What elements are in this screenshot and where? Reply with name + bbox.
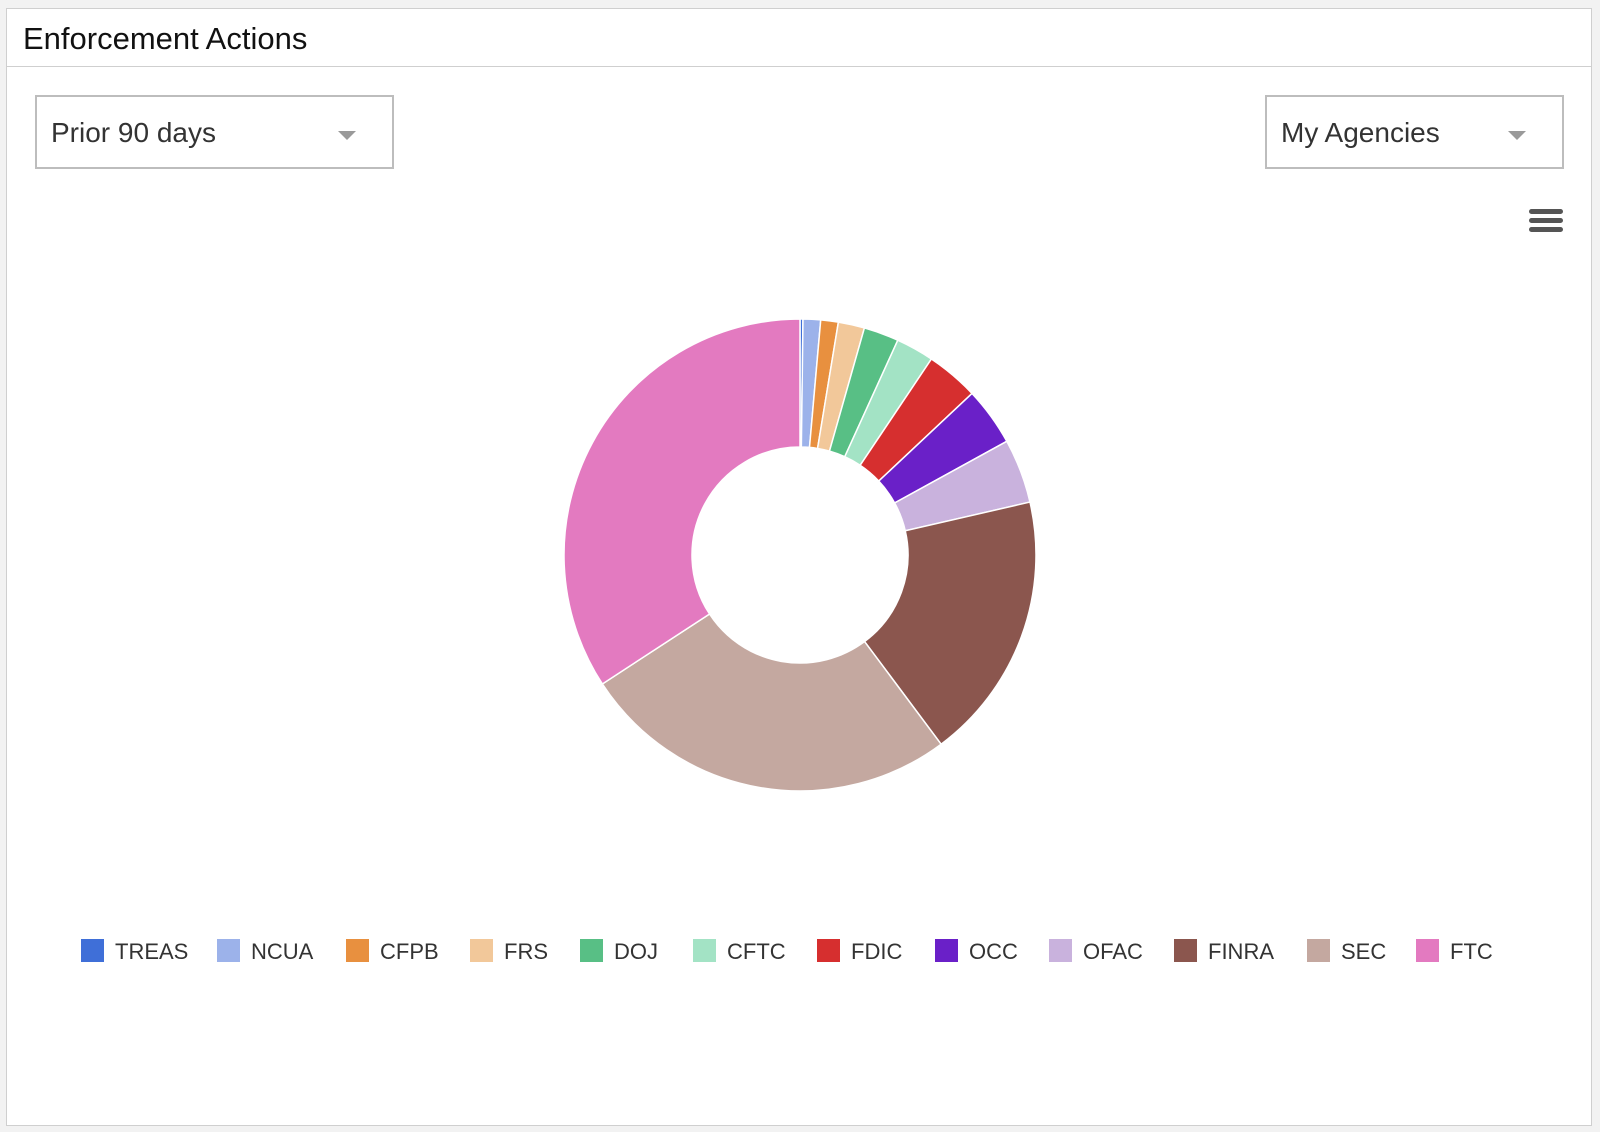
donut-chart [563,318,1037,792]
panel-header: Enforcement Actions [7,9,1591,67]
legend-swatch [580,939,603,962]
legend-swatch [1307,939,1330,962]
legend-label: FDIC [851,939,903,964]
menu-bar [1529,218,1563,223]
legend-label: CFTC [727,939,786,964]
legend-swatch [1049,939,1072,962]
legend-swatch [1416,939,1439,962]
legend-swatch [81,939,104,962]
legend-label: TREAS [115,939,189,964]
legend-swatch [693,939,716,962]
panel-title: Enforcement Actions [23,21,308,56]
menu-bar [1529,209,1563,214]
legend-label: DOJ [614,939,658,964]
legend-label: OCC [969,939,1018,964]
legend-label: OFAC [1083,939,1143,964]
legend-label: FRS [504,939,548,964]
legend-swatch [1174,939,1197,962]
agencies-dropdown[interactable]: My Agencies [1265,95,1564,169]
hamburger-menu-icon[interactable] [1525,209,1565,243]
donut-slice-finra[interactable] [863,501,1037,746]
period-dropdown[interactable]: Prior 90 days [35,95,394,169]
legend-label: FINRA [1208,939,1274,964]
chevron-down-icon [1508,131,1526,140]
legend-swatch [346,939,369,962]
legend-label: FTC [1450,939,1493,964]
donut-slice-sec[interactable] [601,612,943,792]
period-dropdown-value: Prior 90 days [51,117,216,148]
agencies-dropdown-value: My Agencies [1281,117,1440,148]
chevron-down-icon [338,131,356,140]
legend-label: NCUA [251,939,314,964]
chart-legend: TREAS NCUA CFPB FRS DOJ CFTC FDIC OCC OFAC FINRA S… [7,935,1593,975]
legend-swatch [935,939,958,962]
donut-slice-ftc[interactable] [563,318,801,685]
legend-label: CFPB [380,939,439,964]
enforcement-actions-panel: Enforcement Actions Prior 90 days My Age… [6,8,1592,1126]
legend-swatch [817,939,840,962]
legend-label: SEC [1341,939,1387,964]
menu-bar [1529,227,1563,232]
legend-swatch [217,939,240,962]
legend-swatch [470,939,493,962]
